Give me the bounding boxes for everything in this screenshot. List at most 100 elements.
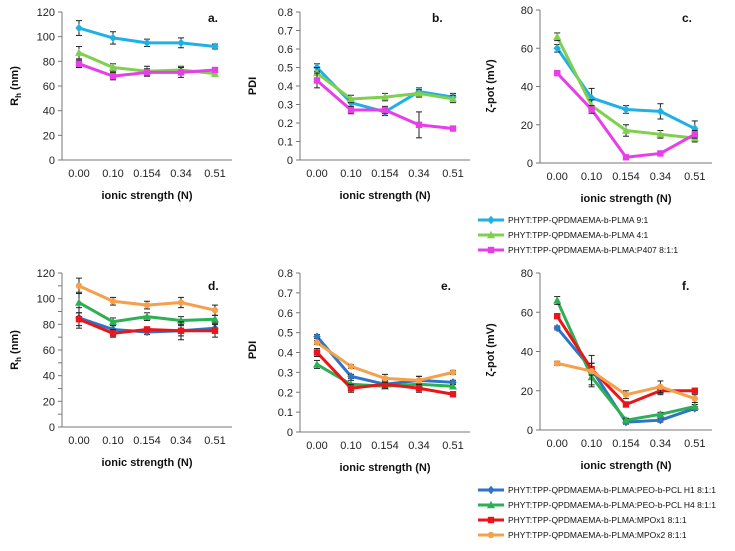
data-point (75, 48, 83, 56)
data-point (109, 72, 117, 80)
data-point (449, 94, 457, 103)
data-point (554, 312, 561, 320)
data-point (75, 298, 83, 306)
legend-label: PHYT:TPP-QPDMAEMA-b-PLMA 4:1 (508, 230, 649, 240)
y-tick-label: 0.1 (278, 407, 293, 419)
data-point (381, 106, 389, 114)
legend-label: PHYT:TPP-QPDMAEMA-b-PLMA:PEO-b-PCL H1 8:… (508, 485, 716, 495)
legend-swatch-marker (487, 500, 495, 509)
legend-entry: PHYT:TPP-QPDMAEMA-b-PLMA:MPOx2 8:1:1 (478, 530, 687, 540)
y-tick-label: 0.5 (278, 63, 293, 75)
x-tick-label: 0.10 (581, 171, 602, 183)
series-2 (554, 69, 698, 161)
x-tick-label: 0.51 (684, 171, 705, 183)
series-3 (75, 277, 219, 316)
data-point (109, 33, 117, 43)
data-point (347, 363, 355, 370)
series-2 (75, 59, 219, 81)
x-tick-label: 0.34 (170, 168, 191, 180)
y-tick-label: 0 (527, 425, 533, 437)
series-0 (75, 20, 219, 51)
y-tick-label: 0.6 (278, 44, 293, 56)
y-tick-label: 0 (287, 427, 293, 439)
data-point (553, 32, 562, 40)
y-tick-label: 0.3 (278, 367, 293, 379)
data-point (415, 385, 423, 392)
y-axis-label: Rh (nm) (9, 330, 23, 370)
data-point (143, 326, 151, 333)
y-tick-label: 20 (43, 130, 55, 142)
data-point (622, 126, 630, 134)
data-point (449, 382, 457, 390)
x-tick-label: 0.00 (306, 440, 327, 452)
panel-label: f. (682, 279, 689, 293)
data-point (656, 410, 665, 418)
data-point (657, 383, 664, 391)
data-point (313, 77, 321, 84)
y-tick-label: 60 (43, 345, 55, 357)
data-point (347, 106, 355, 114)
legend-swatch-marker (487, 215, 495, 225)
data-point (177, 69, 185, 76)
data-point (588, 106, 595, 113)
data-point (657, 150, 664, 157)
data-point (691, 387, 698, 394)
data-point (347, 372, 355, 381)
series-line (556, 326, 696, 424)
legend-label: PHYT:TPP-QPDMAEMA-b-PLMA 9:1 (508, 215, 649, 225)
data-point (622, 401, 630, 408)
y-tick-label: 0.2 (278, 387, 293, 399)
panel-label: b. (432, 11, 443, 25)
series-3 (554, 354, 698, 404)
legend-swatch-marker (487, 516, 495, 524)
series-line (555, 36, 695, 140)
y-tick-label: 40 (43, 106, 55, 118)
x-tick-label: 0.34 (650, 438, 671, 450)
panel-label: a. (208, 11, 218, 25)
data-point (691, 395, 698, 402)
x-axis-label: ionic strength (N) (339, 190, 430, 202)
legend-label: PHYT:TPP-QPDMAEMA-b-PLMA:MPOx2 8:1:1 (508, 530, 687, 540)
y-tick-label: 80 (521, 5, 533, 17)
y-tick-label: 80 (43, 319, 55, 331)
x-tick-label: 0.154 (133, 435, 161, 447)
x-tick-label: 0.34 (650, 171, 671, 183)
legend-swatch-marker (487, 246, 495, 254)
data-point (211, 307, 219, 314)
data-point (690, 402, 699, 410)
data-point (656, 415, 665, 425)
data-point (143, 312, 151, 320)
x-axis-label: ionic strength (N) (580, 460, 671, 472)
x-tick-label: 0.154 (371, 440, 399, 452)
x-tick-label: 0.10 (340, 440, 361, 452)
y-tick-label: 20 (521, 386, 533, 398)
y-tick-label: 0.8 (278, 268, 293, 280)
y-tick-label: 60 (521, 43, 533, 55)
data-point (211, 66, 219, 74)
x-tick-label: 0.34 (408, 440, 429, 452)
y-tick-label: 20 (521, 120, 533, 132)
x-tick-label: 0.154 (133, 168, 161, 180)
data-point (553, 44, 561, 53)
y-tick-label: 80 (521, 268, 533, 280)
data-point (177, 299, 185, 306)
series-line (556, 72, 696, 159)
data-point (449, 369, 457, 376)
data-point (622, 415, 630, 424)
y-tick-label: 100 (37, 294, 55, 306)
data-point (75, 282, 83, 290)
data-point (554, 360, 561, 367)
y-tick-label: 0.1 (278, 137, 293, 149)
data-point (587, 93, 596, 103)
data-point (211, 315, 219, 323)
series-2 (75, 312, 219, 341)
y-axis-label: PDI (247, 341, 259, 359)
panel-label: e. (441, 279, 451, 293)
data-point (415, 89, 423, 97)
x-tick-label: 0.00 (68, 168, 89, 180)
data-point (177, 38, 185, 48)
x-tick-label: 0.10 (102, 168, 123, 180)
data-point (109, 63, 117, 71)
x-tick-label: 0.51 (204, 435, 225, 447)
